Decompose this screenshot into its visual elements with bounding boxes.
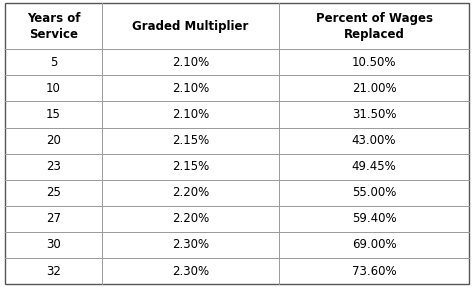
Text: 2.15%: 2.15% [172, 134, 209, 147]
Bar [102, 154, 279, 180]
Text: 30: 30 [46, 238, 61, 251]
Bar [279, 102, 469, 127]
Text: 2.30%: 2.30% [172, 238, 209, 251]
Bar [5, 75, 102, 102]
Bar [279, 75, 469, 102]
Text: 15: 15 [46, 108, 61, 121]
Text: 2.20%: 2.20% [172, 212, 209, 225]
Text: Percent of Wages
Replaced: Percent of Wages Replaced [316, 11, 433, 40]
Bar [279, 127, 469, 154]
Text: 2.30%: 2.30% [172, 265, 209, 278]
Bar [102, 49, 279, 75]
Text: 2.20%: 2.20% [172, 186, 209, 199]
Bar [102, 180, 279, 206]
Text: 25: 25 [46, 186, 61, 199]
Bar [5, 49, 102, 75]
Text: 27: 27 [46, 212, 61, 225]
Bar [5, 102, 102, 127]
Bar [279, 154, 469, 180]
Bar [5, 232, 102, 258]
Bar [102, 127, 279, 154]
Bar [279, 180, 469, 206]
Bar [279, 3, 469, 49]
Bar [5, 154, 102, 180]
Text: 49.45%: 49.45% [352, 160, 396, 173]
Bar [102, 206, 279, 232]
Bar [279, 206, 469, 232]
Bar [102, 102, 279, 127]
Bar [5, 127, 102, 154]
Bar [102, 75, 279, 102]
Bar [5, 3, 102, 49]
Text: 32: 32 [46, 265, 61, 278]
Text: 73.60%: 73.60% [352, 265, 396, 278]
Bar [5, 258, 102, 284]
Text: 2.10%: 2.10% [172, 56, 209, 69]
Bar [5, 180, 102, 206]
Text: 55.00%: 55.00% [352, 186, 396, 199]
Bar [279, 258, 469, 284]
Text: 5: 5 [50, 56, 57, 69]
Text: 2.10%: 2.10% [172, 108, 209, 121]
Text: 21.00%: 21.00% [352, 82, 396, 95]
Text: Graded Multiplier: Graded Multiplier [132, 20, 249, 32]
Text: 20: 20 [46, 134, 61, 147]
Bar [279, 49, 469, 75]
Bar [5, 206, 102, 232]
Text: 69.00%: 69.00% [352, 238, 396, 251]
Text: 31.50%: 31.50% [352, 108, 396, 121]
Bar [102, 232, 279, 258]
Bar [279, 232, 469, 258]
Text: 10: 10 [46, 82, 61, 95]
Text: 59.40%: 59.40% [352, 212, 396, 225]
Bar [102, 258, 279, 284]
Text: 23: 23 [46, 160, 61, 173]
Bar [102, 3, 279, 49]
Text: Years of
Service: Years of Service [27, 11, 80, 40]
Text: 2.10%: 2.10% [172, 82, 209, 95]
Text: 43.00%: 43.00% [352, 134, 396, 147]
Text: 2.15%: 2.15% [172, 160, 209, 173]
Text: 10.50%: 10.50% [352, 56, 396, 69]
